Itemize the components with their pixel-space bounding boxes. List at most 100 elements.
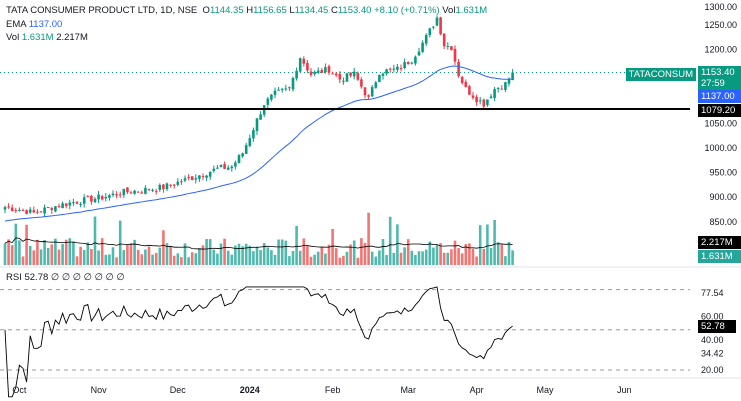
volume-bar: [435, 244, 439, 265]
ema-legend[interactable]: EMA 1137.00: [6, 19, 62, 30]
candle: [234, 160, 237, 170]
candle: [309, 68, 313, 77]
candle-body: [270, 94, 273, 100]
candle: [302, 56, 306, 67]
volume-bar: [54, 238, 57, 265]
volume-bar: [72, 241, 75, 265]
volume-legend[interactable]: Vol 1.631M 2.217M: [6, 32, 88, 43]
candle: [172, 183, 176, 189]
candle: [259, 111, 262, 120]
volume-bar: [378, 250, 381, 265]
candle-body: [352, 71, 356, 77]
volume-bar: [43, 240, 46, 265]
rsi-legend[interactable]: RSI 52.78 ∅ ∅ ∅ ∅ ∅ ∅ ∅: [6, 272, 125, 283]
candle: [162, 183, 165, 193]
time-tick: Dec: [170, 385, 187, 395]
candle-body: [165, 183, 169, 190]
volume-bar: [129, 243, 133, 265]
volume-bar: [334, 248, 338, 265]
rsi-tick: 40.00: [701, 335, 724, 345]
candle-body: [237, 155, 241, 163]
time-tick: Apr: [470, 385, 484, 395]
rsi-tag: 52.78: [698, 320, 736, 333]
candle-body: [345, 73, 349, 82]
candle: [79, 202, 82, 208]
volume-bar: [406, 239, 410, 265]
volume-bar: [205, 239, 208, 265]
candle-body: [3, 207, 7, 210]
candle-body: [162, 184, 165, 190]
candle: [244, 142, 248, 154]
candle-body: [97, 194, 100, 200]
candle-body: [432, 26, 435, 28]
volume-bar: [241, 246, 244, 265]
candle: [324, 63, 327, 74]
volume-bar: [3, 243, 7, 265]
price-tick: 850.00: [709, 217, 737, 227]
candle-body: [370, 87, 374, 97]
candle: [169, 184, 172, 188]
volume-bar: [284, 240, 288, 265]
candle: [374, 80, 378, 89]
volume-bar: [79, 246, 82, 265]
candle: [237, 154, 241, 164]
candle: [507, 77, 511, 87]
candle: [118, 191, 122, 199]
candle-body: [176, 181, 180, 185]
rsi-label: RSI: [6, 272, 22, 283]
candle-body: [79, 203, 82, 205]
candle-body: [288, 87, 291, 89]
candle: [72, 198, 75, 206]
volume-bar: [496, 242, 500, 265]
volume-bar: [500, 243, 504, 265]
price-tick: 1300.00: [704, 2, 737, 12]
candle-body: [410, 62, 414, 64]
candle: [327, 64, 331, 76]
volume-bar: [136, 249, 140, 265]
volume-bar: [198, 248, 201, 265]
candle-body: [158, 184, 162, 190]
candle-body: [403, 62, 406, 69]
candle: [320, 67, 324, 74]
candle-body: [126, 187, 129, 193]
candle: [10, 204, 14, 212]
candle-body: [208, 171, 212, 177]
candle-body: [93, 198, 97, 203]
vol-tag: 1.631M: [698, 250, 741, 263]
volume-bar: [421, 251, 424, 265]
volume-bar: [291, 250, 295, 265]
candle: [410, 61, 414, 65]
candle-body: [241, 153, 244, 157]
candle-body: [133, 190, 136, 194]
candle-body: [154, 191, 158, 193]
candle-body: [147, 189, 151, 191]
candle-body: [259, 114, 262, 120]
candle-body: [100, 196, 104, 200]
candle-body: [104, 196, 108, 199]
candle-body: [442, 33, 446, 47]
candle: [46, 206, 50, 209]
candle: [496, 87, 500, 93]
time-tick: Nov: [91, 385, 108, 395]
candle: [356, 71, 360, 81]
candle: [252, 127, 255, 142]
candle-body: [172, 184, 176, 186]
volume-bar: [482, 248, 486, 265]
symbol-title: TATA CONSUMER PRODUCT LTD, 1D, NSE: [6, 5, 198, 16]
candle-body: [392, 68, 396, 70]
candle-body: [406, 62, 410, 65]
volume-bar: [493, 219, 496, 265]
candle: [385, 68, 388, 76]
volume-bar: [21, 256, 25, 265]
candle: [288, 86, 291, 91]
candle-body: [248, 138, 252, 146]
volume-bar: [331, 228, 334, 265]
candle: [136, 191, 140, 193]
candle: [226, 165, 230, 171]
candle: [435, 15, 439, 26]
candle: [396, 63, 399, 73]
volume-bar: [428, 241, 432, 265]
candle: [32, 206, 36, 214]
